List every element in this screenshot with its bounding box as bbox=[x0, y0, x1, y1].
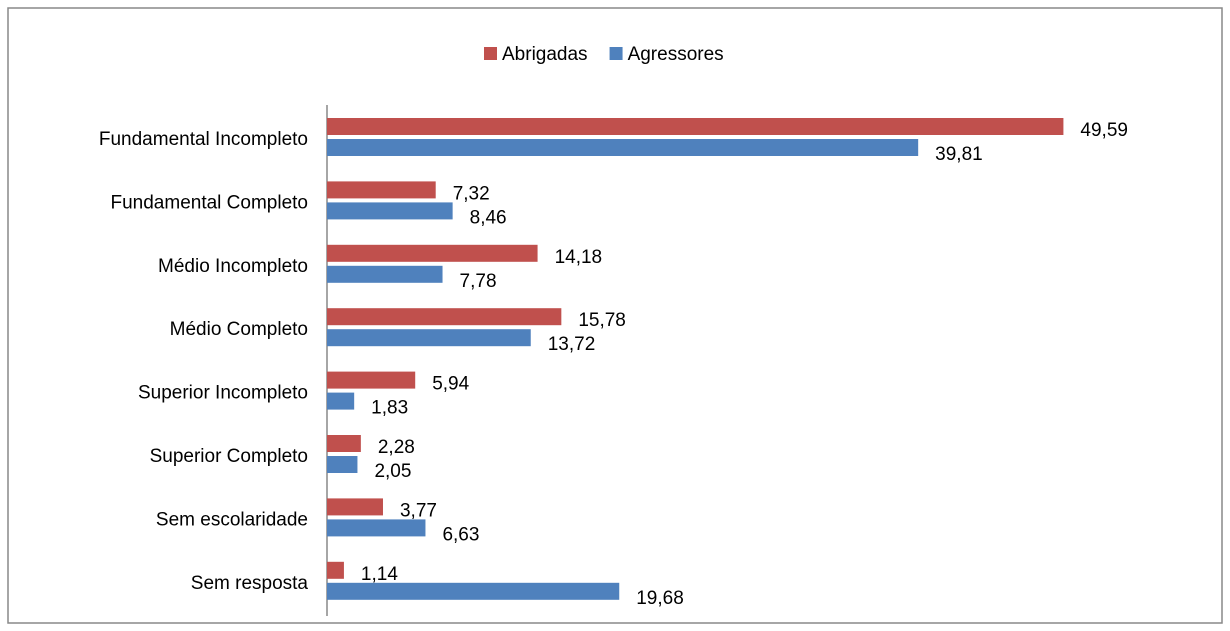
data-label: 5,94 bbox=[432, 374, 469, 395]
bar bbox=[327, 435, 361, 452]
bar bbox=[327, 582, 620, 600]
bar bbox=[327, 308, 562, 326]
data-label: 3,77 bbox=[400, 500, 437, 521]
bar bbox=[327, 139, 919, 156]
data-label: 7,32 bbox=[453, 183, 490, 204]
bar bbox=[327, 392, 355, 410]
y-tick-label: Médio Completo bbox=[170, 319, 308, 340]
chart-frame bbox=[7, 7, 1223, 624]
bar bbox=[327, 329, 531, 347]
y-tick-label: Superior Incompleto bbox=[138, 383, 308, 404]
y-tick-label: Fundamental Incompleto bbox=[99, 129, 308, 150]
data-label: 2,28 bbox=[378, 437, 415, 458]
data-label: 6,63 bbox=[442, 524, 479, 545]
bar bbox=[327, 561, 344, 579]
data-label: 2,05 bbox=[374, 461, 411, 482]
data-label: 8,46 bbox=[470, 207, 507, 228]
legend-label: Abrigadas bbox=[502, 44, 588, 65]
data-label: 19,68 bbox=[636, 588, 684, 609]
bar bbox=[327, 118, 1064, 135]
bar bbox=[327, 371, 416, 389]
data-label: 7,78 bbox=[460, 271, 497, 292]
data-label: 39,81 bbox=[935, 144, 983, 165]
legend-label: Agressores bbox=[628, 44, 724, 65]
y-tick-label: Fundamental Completo bbox=[111, 192, 309, 213]
bar bbox=[327, 519, 426, 537]
data-label: 49,59 bbox=[1080, 120, 1128, 141]
data-label: 1,83 bbox=[371, 398, 408, 419]
bar bbox=[327, 265, 443, 283]
y-tick-label: Sem resposta bbox=[191, 573, 309, 594]
bar bbox=[327, 498, 383, 516]
bar bbox=[327, 181, 436, 199]
legend-swatch bbox=[609, 47, 623, 60]
bar bbox=[327, 202, 453, 220]
data-label: 15,78 bbox=[578, 310, 626, 331]
legend-swatch bbox=[484, 47, 497, 60]
y-tick-label: Superior Completo bbox=[150, 446, 308, 467]
y-tick-label: Sem escolaridade bbox=[156, 509, 308, 530]
data-label: 14,18 bbox=[555, 247, 603, 268]
data-label: 1,14 bbox=[361, 564, 398, 585]
y-tick-label: Médio Incompleto bbox=[158, 256, 308, 277]
bar bbox=[327, 244, 538, 262]
data-label: 13,72 bbox=[548, 334, 596, 355]
bar bbox=[327, 456, 358, 473]
